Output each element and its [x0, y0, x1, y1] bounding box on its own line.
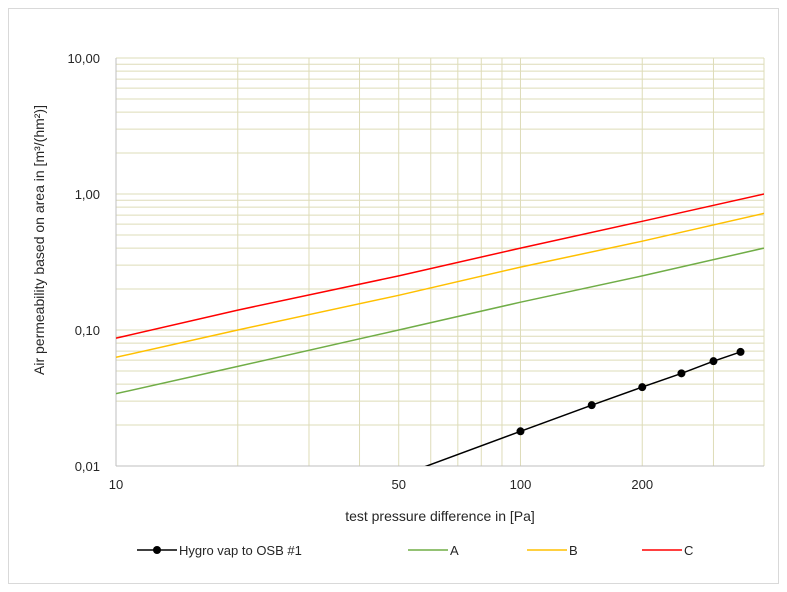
- y-tick-label: 0,01: [75, 459, 100, 474]
- y-tick-label: 10,00: [67, 51, 100, 66]
- y-tick-label: 1,00: [75, 187, 100, 202]
- x-tick-label: 50: [391, 477, 405, 492]
- data-point: [516, 427, 525, 436]
- y-tick-label: 0,10: [75, 323, 100, 338]
- legend-label: A: [450, 543, 459, 558]
- axes-layer: [115, 58, 764, 467]
- grid-layer: [116, 57, 765, 466]
- data-point: [677, 369, 686, 378]
- x-tick-label: 100: [510, 477, 532, 492]
- series-layer: [116, 193, 764, 466]
- data-point: [638, 383, 647, 392]
- series-line-4: [116, 193, 764, 339]
- data-point: [736, 347, 745, 356]
- x-tick-label: 10: [109, 477, 123, 492]
- legend-label: Hygro vap to OSB #1: [179, 543, 302, 558]
- ticks-layer: 10 50 100 200 0,01 0,10 1,00 10,00: [67, 51, 653, 492]
- x-axis-title: test pressure difference in [Pa]: [345, 508, 535, 524]
- series-line-3: [116, 212, 764, 359]
- legend-label: B: [569, 543, 578, 558]
- series-line-1: [424, 351, 741, 466]
- data-point: [709, 357, 718, 366]
- legend: Hygro vap to OSB #1 A B C: [137, 543, 693, 558]
- legend-marker: [153, 546, 161, 554]
- series-line-2: [116, 247, 764, 395]
- legend-label: C: [684, 543, 693, 558]
- data-point: [587, 401, 596, 410]
- x-tick-label: 200: [631, 477, 653, 492]
- y-axis-title: Air permeability based on area in [m³/(h…: [31, 105, 47, 375]
